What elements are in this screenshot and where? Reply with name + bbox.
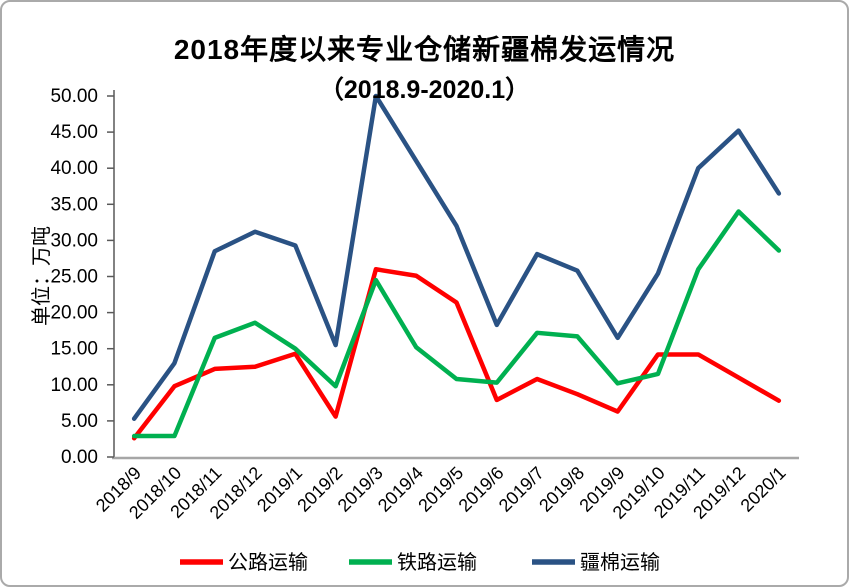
legend-label-铁路运输: 铁路运输: [397, 551, 477, 574]
series-line-铁路运输: [131, 209, 782, 439]
y-axis-tick-label: 40.00: [50, 158, 98, 179]
y-axis-tick-label: 30.00: [50, 230, 98, 251]
y-axis-tick-label: 0.00: [61, 447, 98, 468]
series-line-疆棉运输: [131, 93, 782, 421]
y-axis-tick-label: 20.00: [50, 303, 98, 324]
series-line-公路运输: [131, 267, 782, 441]
y-axis-tick-label: 50.00: [50, 86, 98, 107]
legend-label-疆棉运输: 疆棉运输: [580, 551, 660, 574]
y-axis-tick-label: 15.00: [50, 339, 98, 360]
y-axis-tick-label: 45.00: [50, 122, 98, 143]
y-axis-tick-label: 10.00: [50, 375, 98, 396]
y-axis-tick-label: 25.00: [50, 267, 98, 288]
legend-label-公路运输: 公路运输: [228, 551, 308, 574]
chart-title: 2018年度以来专业仓储新疆棉发运情况: [173, 34, 676, 65]
y-axis-tick-label: 5.00: [61, 411, 98, 432]
x-axis-tick-label: 2020/1: [737, 463, 790, 516]
y-axis-tick-label: 35.00: [50, 194, 98, 215]
chart-subtitle: （2018.9-2020.1）: [318, 76, 531, 104]
y-axis-title: 单位：万吨: [30, 226, 53, 326]
